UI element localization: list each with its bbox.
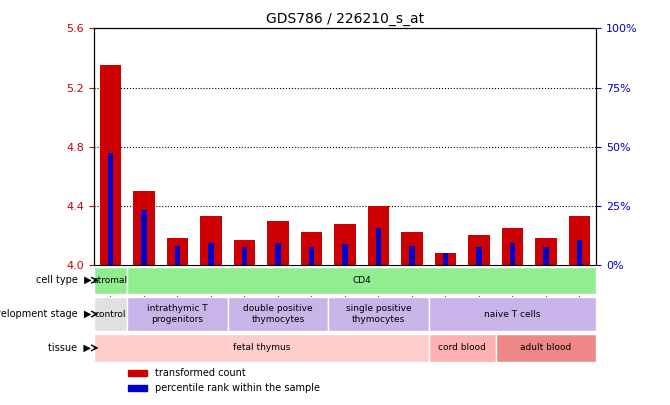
FancyBboxPatch shape bbox=[429, 297, 596, 331]
Bar bbox=[100, 65, 121, 265]
FancyBboxPatch shape bbox=[94, 266, 127, 294]
Text: tissue  ▶: tissue ▶ bbox=[48, 343, 91, 353]
Bar bbox=[141, 210, 147, 265]
Text: single positive
thymocytes: single positive thymocytes bbox=[346, 305, 411, 324]
FancyBboxPatch shape bbox=[328, 297, 429, 331]
Bar bbox=[342, 244, 348, 265]
Bar bbox=[569, 216, 590, 265]
Text: double positive
thymocytes: double positive thymocytes bbox=[243, 305, 313, 324]
Bar bbox=[468, 235, 490, 265]
Bar bbox=[334, 224, 356, 265]
Bar bbox=[309, 247, 314, 265]
Bar bbox=[208, 243, 214, 265]
FancyBboxPatch shape bbox=[228, 297, 328, 331]
FancyBboxPatch shape bbox=[429, 334, 496, 362]
Bar bbox=[167, 239, 188, 265]
Bar bbox=[267, 221, 289, 265]
Bar bbox=[376, 228, 381, 265]
Title: GDS786 / 226210_s_at: GDS786 / 226210_s_at bbox=[266, 12, 424, 26]
Bar bbox=[502, 228, 523, 265]
Text: control: control bbox=[94, 309, 127, 319]
Bar bbox=[401, 232, 423, 265]
Text: cord blood: cord blood bbox=[438, 343, 486, 352]
FancyBboxPatch shape bbox=[94, 297, 127, 331]
Text: intrathymic T
progenitors: intrathymic T progenitors bbox=[147, 305, 208, 324]
Bar bbox=[435, 253, 456, 265]
FancyBboxPatch shape bbox=[94, 334, 429, 362]
Bar bbox=[543, 247, 549, 265]
FancyBboxPatch shape bbox=[127, 266, 596, 294]
Text: fetal thymus: fetal thymus bbox=[232, 343, 290, 352]
FancyBboxPatch shape bbox=[127, 297, 228, 331]
Bar bbox=[108, 153, 113, 265]
Bar bbox=[409, 246, 415, 265]
Bar bbox=[577, 240, 582, 265]
Bar bbox=[443, 253, 448, 265]
Legend: transformed count, percentile rank within the sample: transformed count, percentile rank withi… bbox=[124, 364, 324, 397]
FancyBboxPatch shape bbox=[496, 334, 596, 362]
Bar bbox=[242, 247, 247, 265]
Text: development stage  ▶: development stage ▶ bbox=[0, 309, 91, 319]
Bar bbox=[234, 240, 255, 265]
Bar bbox=[368, 206, 389, 265]
Bar bbox=[275, 243, 281, 265]
Text: cell type  ▶: cell type ▶ bbox=[36, 275, 91, 285]
Bar bbox=[133, 191, 155, 265]
Bar bbox=[535, 239, 557, 265]
Text: stromal: stromal bbox=[94, 276, 127, 285]
Text: naive T cells: naive T cells bbox=[484, 309, 541, 319]
Bar bbox=[476, 247, 482, 265]
Bar bbox=[510, 243, 515, 265]
Text: CD4: CD4 bbox=[352, 276, 371, 285]
Bar bbox=[301, 232, 322, 265]
Bar bbox=[175, 246, 180, 265]
Bar bbox=[200, 216, 222, 265]
Text: adult blood: adult blood bbox=[521, 343, 572, 352]
